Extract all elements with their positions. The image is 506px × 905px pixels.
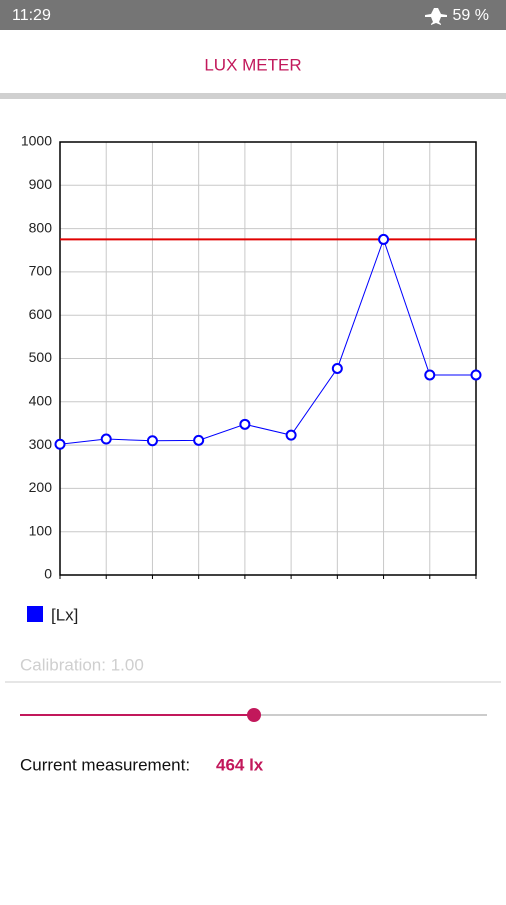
y-tick-label: 0	[44, 566, 52, 582]
data-point	[470, 369, 482, 381]
data-point	[193, 434, 205, 446]
measurement-value: 464 lx	[216, 755, 264, 774]
data-point	[331, 362, 343, 374]
status-battery: 59 %	[453, 7, 489, 24]
y-tick-label: 1000	[21, 133, 52, 149]
data-point	[146, 435, 158, 447]
calibration-input[interactable]: Calibration: 1.00	[20, 655, 144, 674]
title-divider	[0, 93, 506, 99]
status-time: 11:29	[12, 7, 51, 24]
y-tick-label: 900	[29, 176, 53, 192]
y-tick-label: 800	[29, 219, 53, 235]
y-tick-label: 200	[29, 479, 53, 495]
y-tick-label: 400	[29, 393, 53, 409]
y-tick-label: 300	[29, 436, 53, 452]
legend-label: [Lx]	[51, 605, 78, 624]
slider-thumb[interactable]	[247, 708, 261, 722]
data-point	[100, 433, 112, 445]
legend-swatch	[27, 606, 43, 622]
data-point	[424, 369, 436, 381]
chart: 0 100 200 300 400 500 600 700 800 900 1000	[21, 133, 482, 582]
data-point	[54, 438, 66, 450]
data-point	[285, 429, 297, 441]
status-bar	[0, 0, 506, 30]
y-tick-label: 600	[29, 306, 53, 322]
data-point	[378, 233, 390, 245]
data-line	[59, 237, 476, 445]
measurement-label: Current measurement:	[20, 755, 190, 774]
data-point	[239, 418, 251, 430]
y-tick-label: 500	[29, 349, 53, 365]
airplane-icon	[425, 8, 447, 25]
plot-border	[59, 141, 477, 576]
y-tick-label: 100	[29, 522, 53, 538]
y-tick-label: 700	[29, 263, 53, 279]
app-title: LUX METER	[204, 55, 301, 74]
